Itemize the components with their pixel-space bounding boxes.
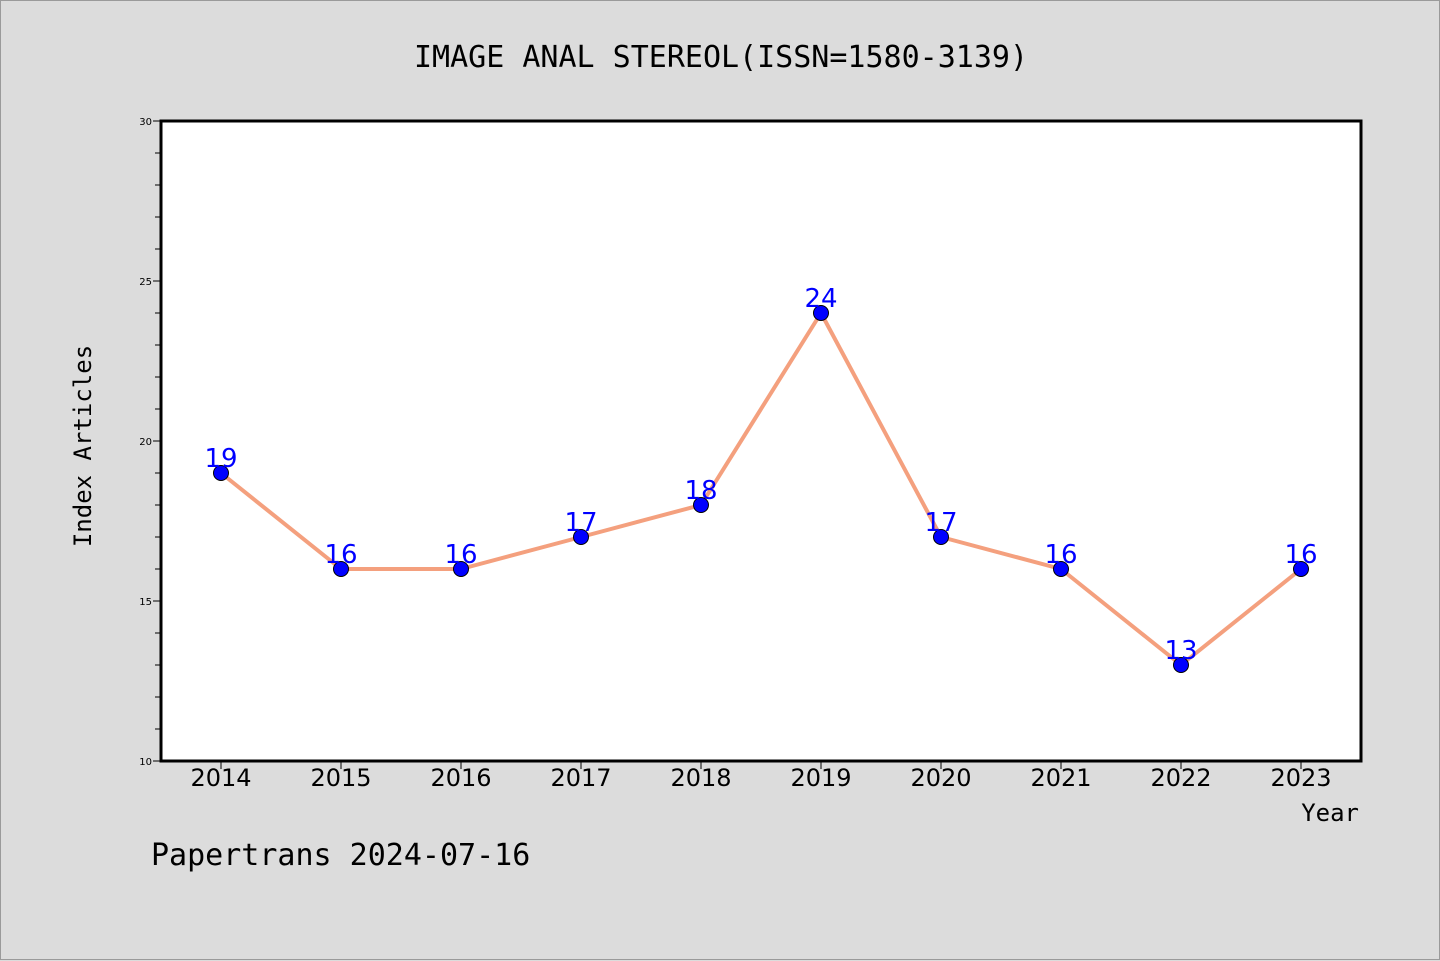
x-tick-label: 2022 xyxy=(1150,764,1211,792)
y-tick-label: 15 xyxy=(139,597,152,608)
y-axis: 10 15 20 25 30 xyxy=(139,117,161,768)
x-tick-label: 2019 xyxy=(790,764,851,792)
data-label: 18 xyxy=(684,476,717,506)
y-tick-label: 25 xyxy=(139,277,152,288)
plot-area xyxy=(161,121,1361,761)
data-point xyxy=(1173,657,1189,673)
data-point xyxy=(453,561,469,577)
data-point xyxy=(693,497,709,513)
x-tick-label: 2017 xyxy=(550,764,611,792)
data-point xyxy=(573,529,589,545)
chart-title: IMAGE ANAL STEREOL(ISSN=1580-3139) xyxy=(414,40,1028,75)
x-axis-label: Year xyxy=(1301,799,1359,827)
data-point xyxy=(1293,561,1309,577)
data-label: 17 xyxy=(564,508,597,538)
y-axis-label: Index Articles xyxy=(69,345,97,547)
data-point xyxy=(333,561,349,577)
data-label: 16 xyxy=(1044,540,1077,570)
x-tick-label: 2020 xyxy=(910,764,971,792)
series-line xyxy=(219,311,1303,667)
x-tick-label: 2018 xyxy=(670,764,731,792)
data-label: 19 xyxy=(204,444,237,474)
data-point xyxy=(933,529,949,545)
data-point xyxy=(1053,561,1069,577)
data-labels: 19 16 16 17 18 24 17 16 13 16 xyxy=(204,284,1317,666)
data-label: 16 xyxy=(1284,540,1317,570)
y-tick-label: 30 xyxy=(139,117,152,128)
data-label: 16 xyxy=(324,540,357,570)
x-tick-label: 2023 xyxy=(1270,764,1331,792)
y-tick-label: 20 xyxy=(139,437,152,448)
data-label: 24 xyxy=(804,284,837,314)
data-label: 16 xyxy=(444,540,477,570)
data-label: 17 xyxy=(924,508,957,538)
data-point xyxy=(213,465,229,481)
data-point xyxy=(813,305,829,321)
x-tick-label: 2016 xyxy=(430,764,491,792)
data-label: 13 xyxy=(1164,636,1197,666)
footer-credit: Papertrans 2024-07-16 xyxy=(151,838,530,873)
data-markers xyxy=(213,305,1309,673)
x-axis: 2014 2015 2016 2017 2018 2019 2020 2021 2022 2023 xyxy=(190,761,1332,792)
x-tick-label: 2021 xyxy=(1030,764,1091,792)
plot-frame xyxy=(159,119,1363,763)
y-tick-label: 10 xyxy=(139,757,152,768)
x-tick-label: 2014 xyxy=(190,764,251,792)
x-tick-label: 2015 xyxy=(310,764,371,792)
